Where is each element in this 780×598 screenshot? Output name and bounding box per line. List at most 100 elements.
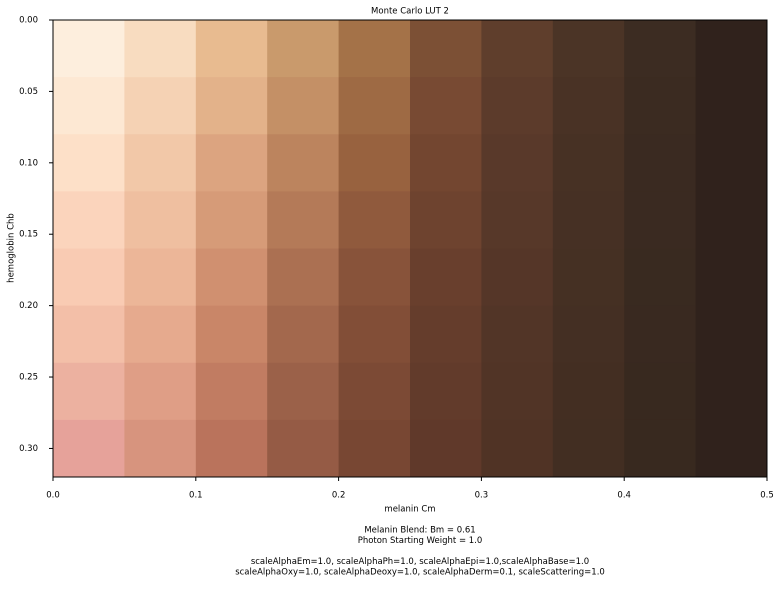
heatmap-cell — [624, 362, 697, 421]
heatmap-cell — [410, 305, 482, 364]
heatmap-cell — [624, 248, 697, 307]
heatmap-cell — [195, 419, 268, 478]
heatmap-cell — [195, 248, 268, 307]
heatmap-cell — [53, 77, 125, 135]
heatmap-cell — [410, 77, 482, 135]
heatmap-cell — [552, 77, 625, 135]
chart-title: Monte Carlo LUT 2 — [371, 7, 449, 17]
heatmap-cell — [695, 191, 768, 249]
heatmap-cell — [338, 305, 411, 364]
heatmap-cell — [124, 419, 197, 478]
heatmap-cell — [53, 248, 125, 307]
heatmap-cell — [410, 191, 482, 249]
heatmap-cell — [124, 77, 197, 135]
x-tick-label: 0.2 — [332, 491, 346, 501]
heatmap-cell — [481, 20, 554, 78]
heatmap-cell — [552, 20, 625, 78]
heatmap-cell — [53, 419, 125, 478]
y-tick-label: 0.10 — [19, 158, 38, 168]
heatmap-cell — [624, 191, 697, 249]
heatmap-cell — [267, 362, 340, 421]
y-tick-label: 0.20 — [19, 301, 38, 311]
heatmap-cell — [124, 134, 197, 192]
heatmap-cell — [481, 77, 554, 135]
heatmap-cell — [552, 305, 625, 364]
y-tick-label: 0.15 — [19, 230, 38, 240]
heatmap-cell — [481, 191, 554, 249]
heatmap-cell — [552, 419, 625, 478]
x-tick-label: 0.5 — [760, 491, 774, 501]
x-tick-label: 0.4 — [617, 491, 631, 501]
heatmap-cell — [695, 134, 768, 192]
heatmap-cell — [124, 305, 197, 364]
heatmap-cell — [552, 191, 625, 249]
y-tick-label: 0.30 — [19, 444, 38, 454]
heatmap-cell — [338, 419, 411, 478]
heatmap-cell — [267, 305, 340, 364]
heatmap-cell — [624, 77, 697, 135]
x-tick-label: 0.0 — [46, 491, 60, 501]
heatmap-cell — [124, 362, 197, 421]
heatmap-cell — [624, 305, 697, 364]
heatmap-cell — [338, 134, 411, 192]
caption-line: Photon Starting Weight = 1.0 — [358, 536, 483, 546]
y-tick-label: 0.25 — [19, 373, 38, 383]
heatmap-cell — [552, 248, 625, 307]
heatmap-cell — [481, 305, 554, 364]
heatmap-cell — [338, 191, 411, 249]
heatmap-cell — [695, 20, 768, 78]
heatmap-cell — [267, 20, 340, 78]
heatmap-cell — [481, 362, 554, 421]
heatmap-cell — [481, 419, 554, 478]
heatmap-cell — [552, 362, 625, 421]
heatmap-cell — [410, 419, 482, 478]
caption-line: scaleAlphaEm=1.0, scaleAlphaPh=1.0, scal… — [251, 557, 589, 567]
heatmap-cell — [410, 134, 482, 192]
heatmap-cell — [195, 134, 268, 192]
heatmap-cell — [695, 77, 768, 135]
heatmap-cell — [338, 20, 411, 78]
heatmap-cell — [338, 362, 411, 421]
heatmap-cell — [410, 20, 482, 78]
heatmap-cell — [338, 77, 411, 135]
heatmap-cell — [267, 419, 340, 478]
heatmap-cell — [124, 20, 197, 78]
heatmap-cell — [124, 191, 197, 249]
heatmap-cell — [267, 248, 340, 307]
y-tick-label: 0.05 — [19, 87, 38, 97]
heatmap-cell — [624, 20, 697, 78]
y-tick-label: 0.00 — [19, 16, 38, 26]
heatmap-cell — [195, 362, 268, 421]
heatmap-cell — [53, 134, 125, 192]
heatmap-cell — [267, 77, 340, 135]
heatmap-cell — [53, 191, 125, 249]
heatmap-cell — [53, 20, 125, 78]
heatmap-cell — [624, 419, 697, 478]
heatmap-cell — [481, 248, 554, 307]
heatmap-cell — [552, 134, 625, 192]
caption-line: scaleAlphaOxy=1.0, scaleAlphaDeoxy=1.0, … — [235, 568, 605, 578]
x-tick-label: 0.1 — [189, 491, 203, 501]
heatmap-cell — [267, 134, 340, 192]
x-axis-label: melanin Cm — [384, 505, 435, 515]
x-tick-label: 0.3 — [475, 491, 489, 501]
heatmap-cell — [53, 362, 125, 421]
heatmap-cell — [195, 77, 268, 135]
plot-frame — [52, 19, 768, 478]
heatmap-cell — [695, 362, 768, 421]
heatmap-cell — [695, 248, 768, 307]
caption-line: Melanin Blend: Bm = 0.61 — [364, 526, 475, 536]
heatmap-cell — [481, 134, 554, 192]
heatmap-cell — [195, 191, 268, 249]
heatmap-cell — [195, 305, 268, 364]
heatmap-cell — [695, 419, 768, 478]
heatmap-cell — [410, 248, 482, 307]
y-axis-label: hemoglobin Chb — [7, 213, 17, 283]
heatmap-cell — [338, 248, 411, 307]
heatmap-cell — [410, 362, 482, 421]
heatmap-cell — [695, 305, 768, 364]
heatmap-cell — [195, 20, 268, 78]
heatmap-cell — [267, 191, 340, 249]
